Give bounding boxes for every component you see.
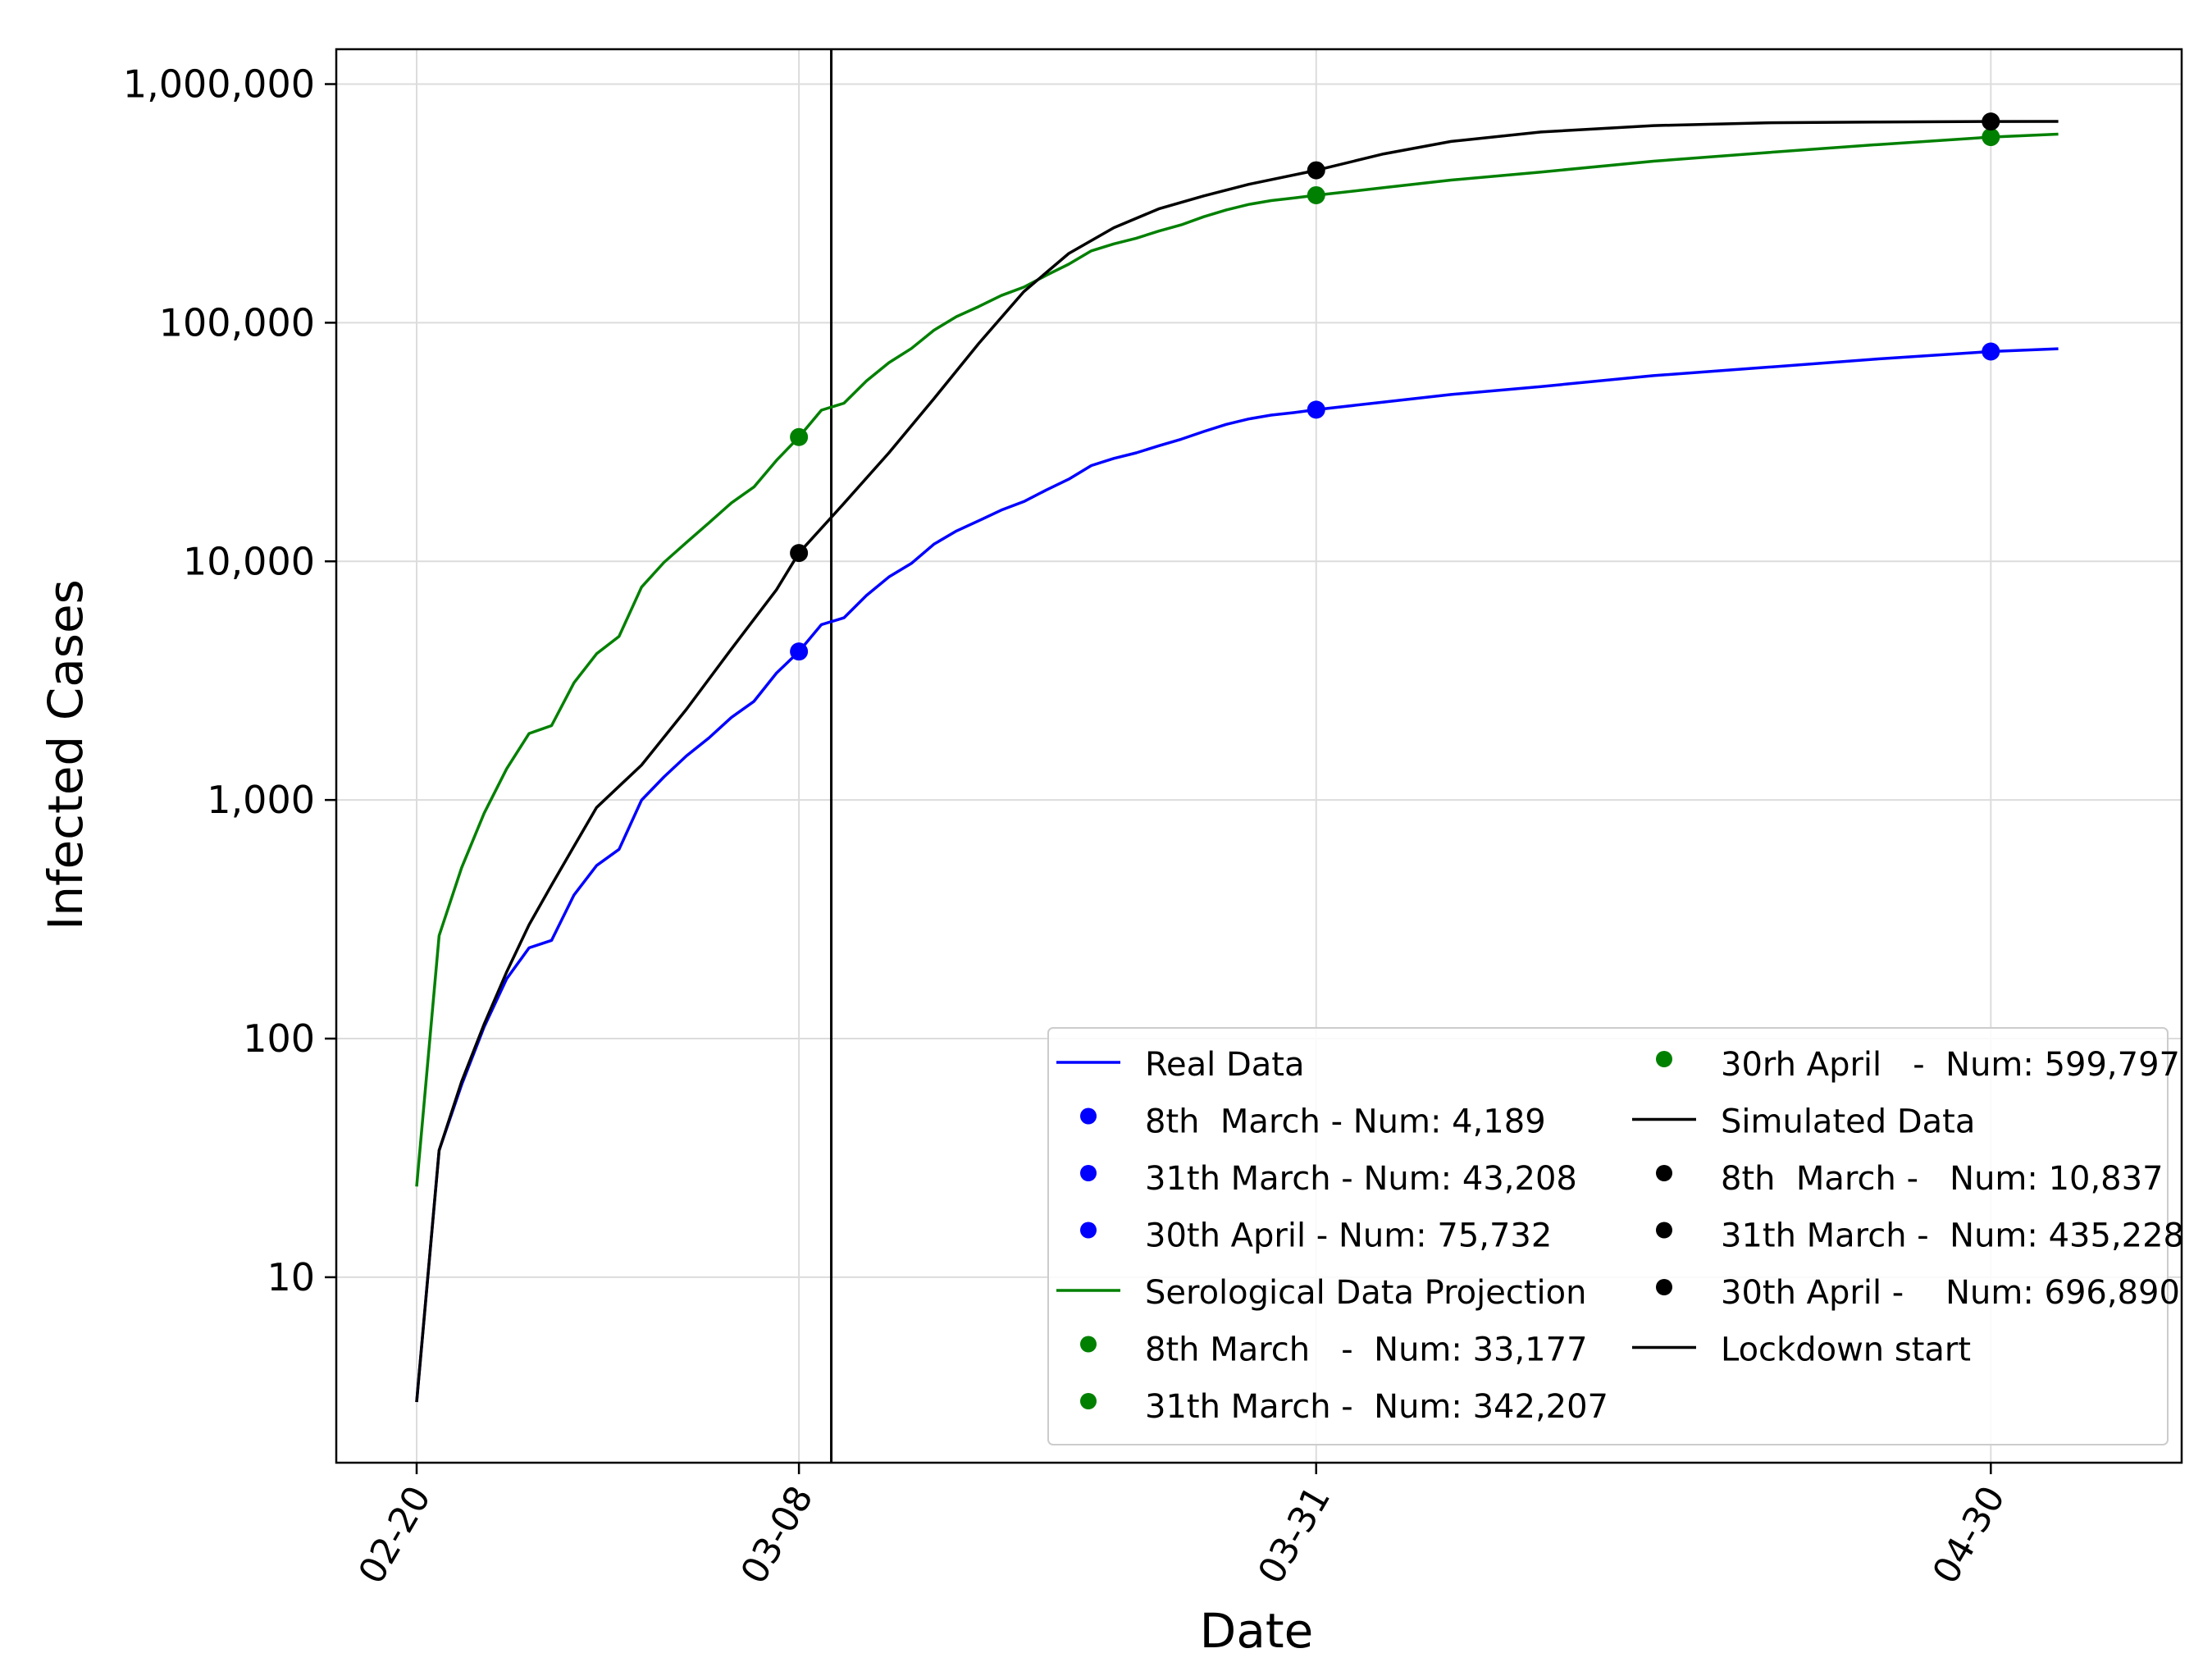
legend-label: 8th March - Num: 10,837 xyxy=(1721,1160,2164,1198)
y-tick-label: 1,000 xyxy=(207,778,315,822)
y-tick-label: 100 xyxy=(243,1016,315,1061)
legend-label: 31th March - Num: 435,228 xyxy=(1721,1217,2184,1255)
legend-handle-dot xyxy=(1656,1222,1672,1239)
legend-label: Serological Data Projection xyxy=(1145,1274,1586,1312)
marker-simulated-data-2020-03-08 xyxy=(790,544,809,563)
legend-handle-dot xyxy=(1080,1336,1097,1353)
legend-label: 31th March - Num: 43,208 xyxy=(1145,1160,1577,1198)
legend-handle-dot xyxy=(1656,1279,1672,1295)
legend-label: 30th April - Num: 75,732 xyxy=(1145,1217,1552,1255)
y-tick-label: 100,000 xyxy=(159,300,315,345)
marker-real-data-2020-03-08 xyxy=(790,642,809,661)
series-line-simulated-data xyxy=(415,120,2059,1403)
marker-real-data-2020-03-31 xyxy=(1307,400,1325,419)
legend-label: 8th March - Num: 4,189 xyxy=(1145,1103,1546,1141)
legend-label: 8th March - Num: 33,177 xyxy=(1145,1331,1588,1369)
legend-handle-dot xyxy=(1080,1393,1097,1409)
marker-serological-data-projection-2020-04-30 xyxy=(1982,128,2000,147)
legend-label: Lockdown start xyxy=(1721,1331,1971,1369)
marker-simulated-data-2020-03-31 xyxy=(1307,161,1325,180)
marker-real-data-2020-04-30 xyxy=(1982,342,2000,361)
legend-label: Simulated Data xyxy=(1721,1103,1975,1141)
legend-handle-dot xyxy=(1080,1222,1097,1239)
marker-serological-data-projection-2020-03-08 xyxy=(790,427,809,446)
legend-label: 31th March - Num: 342,207 xyxy=(1145,1388,1608,1426)
legend-handle-dot xyxy=(1656,1051,1672,1067)
legend-box xyxy=(1047,1027,2169,1445)
y-tick-label: 10 xyxy=(267,1255,315,1299)
legend-label: Real Data xyxy=(1145,1046,1304,1084)
legend-handle-dot xyxy=(1080,1107,1097,1125)
plot-area-frame xyxy=(335,48,2183,1464)
y-axis-ticks: 10 100 1,000 10,000 100,000 1,000,000 xyxy=(123,62,336,1299)
legend-handle-dot xyxy=(1656,1165,1672,1181)
legend: Real Data 8th March - Num: 4,189 31th Marc… xyxy=(1047,1027,2184,1445)
legend-label: 30rh April - Num: 599,797 xyxy=(1721,1046,2180,1084)
y-axis-label: Infected Cases xyxy=(38,579,93,930)
marker-serological-data-projection-2020-03-31 xyxy=(1307,185,1325,204)
x-axis-label: Date xyxy=(1200,1603,1314,1659)
legend-label: 30th April - Num: 696,890 xyxy=(1721,1274,2180,1312)
series-markers xyxy=(790,112,2000,661)
y-tick-label: 10,000 xyxy=(183,539,315,583)
marker-simulated-data-2020-04-30 xyxy=(1982,112,2000,131)
y-tick-label: 1,000,000 xyxy=(123,62,315,107)
legend-handle-dot xyxy=(1080,1165,1097,1181)
